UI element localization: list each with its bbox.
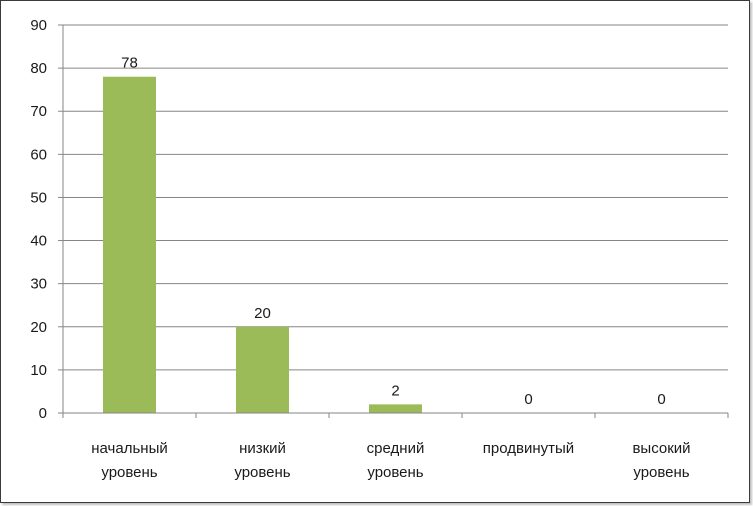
data-label: 0 [524, 391, 532, 408]
axis-layer [58, 24, 729, 418]
x-category-label: продвинутый [483, 440, 574, 457]
y-tick-label: 40 [30, 233, 47, 250]
y-tick-label: 30 [30, 276, 47, 293]
y-tick-label: 0 [39, 405, 47, 422]
grid-layer [63, 24, 728, 371]
y-tick-label: 10 [30, 362, 47, 379]
x-category-label: уровень [633, 464, 689, 481]
bars-layer [103, 76, 422, 413]
x-category-label: начальный [91, 440, 167, 457]
bar [369, 404, 422, 413]
bar [103, 76, 156, 413]
data-label: 0 [657, 391, 665, 408]
data-label: 78 [121, 55, 138, 72]
x-category-label: высокий [632, 440, 690, 457]
x-category-label: низкий [239, 440, 286, 457]
y-tick-label: 20 [30, 319, 47, 336]
y-tick-label: 80 [30, 60, 47, 77]
y-tick-label: 50 [30, 189, 47, 206]
x-category-label: средний [367, 440, 425, 457]
x-category-label: уровень [101, 464, 157, 481]
bar [236, 326, 289, 413]
labels-layer: 010203040506070809078начальныйуровень20н… [30, 17, 690, 481]
x-category-label: уровень [367, 464, 423, 481]
data-label: 20 [254, 305, 271, 322]
y-tick-label: 60 [30, 146, 47, 163]
y-tick-label: 90 [30, 17, 47, 34]
y-tick-label: 70 [30, 103, 47, 120]
x-category-label: уровень [234, 464, 290, 481]
data-label: 2 [391, 382, 399, 399]
